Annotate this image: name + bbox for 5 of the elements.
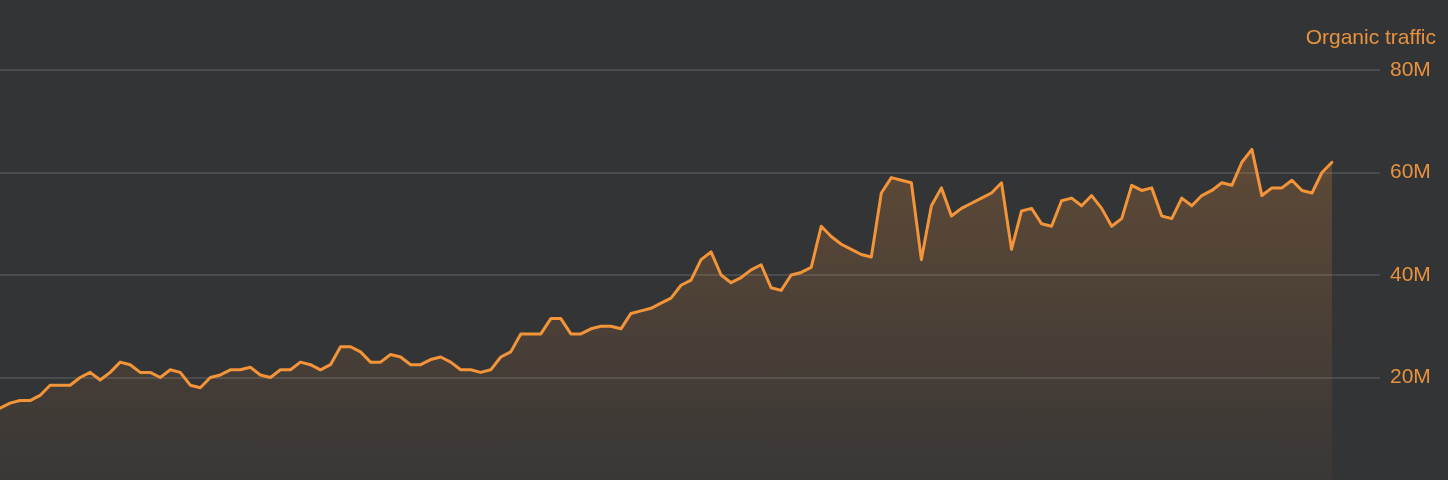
y-tick-label: 20M <box>1390 364 1431 388</box>
y-tick-label: 40M <box>1390 261 1431 285</box>
y-tick-label: 80M <box>1390 56 1431 80</box>
y-axis-title: Organic traffic <box>1305 24 1436 50</box>
y-tick-label: 60M <box>1390 159 1431 183</box>
